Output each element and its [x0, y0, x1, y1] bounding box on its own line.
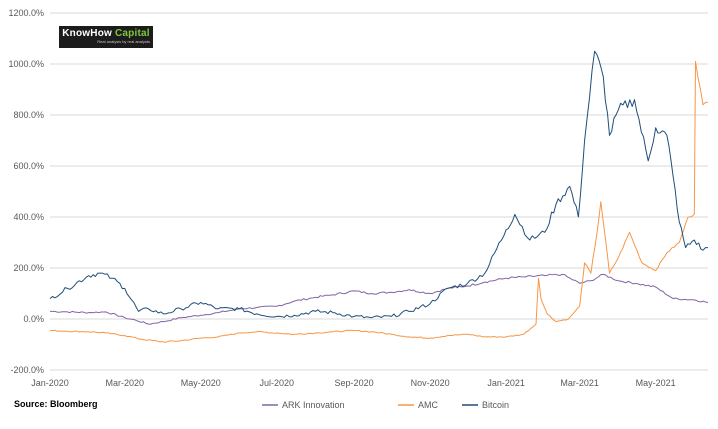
y-tick-label: 800.0%: [13, 110, 44, 120]
logo-name: KnowHow Capital: [62, 28, 150, 39]
series-line-ark-innovation: [50, 273, 709, 325]
x-tick-label: Mar-2020: [106, 378, 145, 388]
y-tick-label: -200.0%: [10, 365, 44, 375]
legend: ARK Innovation AMC Bitcoin: [262, 400, 509, 410]
legend-label: AMC: [418, 400, 439, 410]
x-tick-label: Jul-2020: [260, 378, 295, 388]
y-tick-label: 600.0%: [13, 161, 44, 171]
y-tick-label: 1200.0%: [8, 8, 44, 18]
source-label: Source: Bloomberg: [14, 399, 98, 409]
x-tick-label: Jan-2021: [487, 378, 525, 388]
series-lines: [49, 50, 709, 343]
x-tick-label: Nov-2020: [411, 378, 450, 388]
y-axis-tick-labels: -200.0% 0.0% 200.0% 400.0% 600.0% 800.0% 1000.…: [8, 8, 44, 375]
x-tick-label: Mar-2021: [560, 378, 599, 388]
grid-lines: [50, 12, 708, 371]
x-tick-label: May-2021: [636, 378, 676, 388]
legend-label: Bitcoin: [482, 400, 509, 410]
y-tick-label: 400.0%: [13, 212, 44, 222]
logo-tagline: Real analysis by real analysts: [97, 39, 150, 44]
logo-name-part1: KnowHow: [62, 28, 112, 39]
legend-label: ARK Innovation: [282, 400, 345, 410]
y-tick-label: 200.0%: [13, 263, 44, 273]
logo-name-part2: Capital: [112, 28, 150, 39]
series-line-bitcoin: [49, 50, 708, 319]
series-line-amc: [50, 60, 709, 343]
x-tick-label: May-2020: [181, 378, 221, 388]
x-tick-label: Jan-2020: [31, 378, 69, 388]
x-tick-label: Sep-2020: [335, 378, 374, 388]
x-axis-tick-labels: Jan-2020 Mar-2020 May-2020 Jul-2020 Sep-2020…: [31, 378, 675, 388]
y-tick-label: 1000.0%: [8, 59, 44, 69]
knowhow-capital-logo: KnowHow Capital Real analysis by real an…: [59, 26, 153, 48]
y-tick-label: 0.0%: [23, 314, 44, 324]
